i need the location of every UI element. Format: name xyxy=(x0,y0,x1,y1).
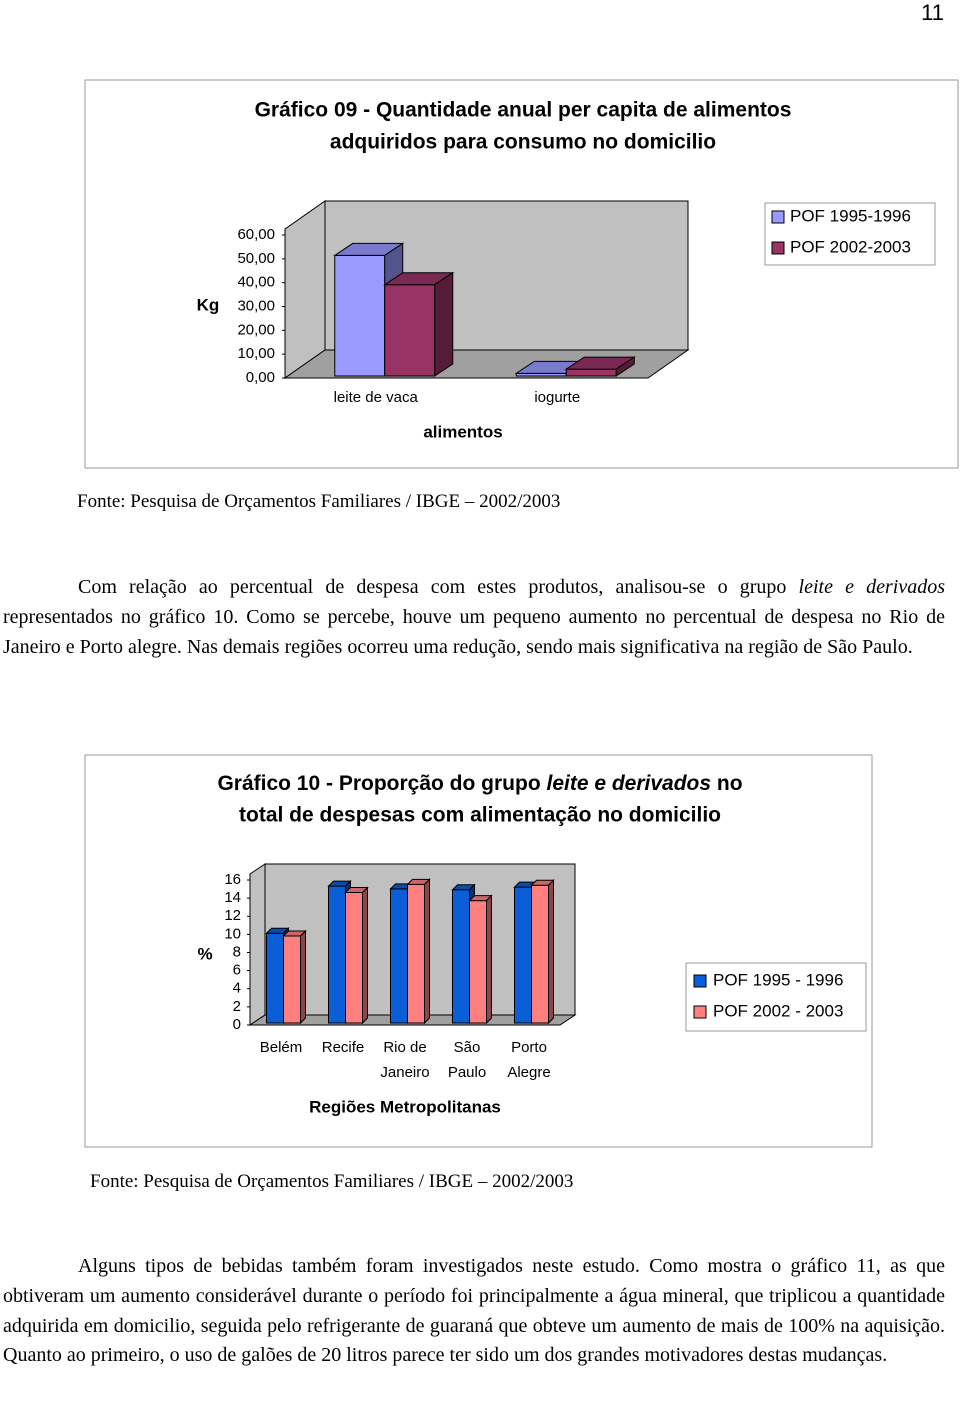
title-part: Gráfico 10 - Proporção do grupo xyxy=(217,772,546,795)
text: leite e derivados xyxy=(798,576,945,598)
chart-title: Gráfico 10 - Proporção do grupo leite e … xyxy=(217,772,742,795)
x-axis-label: alimentos xyxy=(423,422,502,441)
legend-swatch xyxy=(693,1005,707,1019)
bar xyxy=(468,894,493,1025)
y-tick-label: 0 xyxy=(233,1016,241,1033)
legend-swatch xyxy=(771,210,785,224)
chart-title: adquiridos para consumo no domicilio xyxy=(330,131,716,154)
bar-side xyxy=(434,271,454,377)
title-part: leite e derivados xyxy=(546,772,711,795)
y-tick-label: 30,00 xyxy=(237,297,275,314)
x-tick-label: Porto xyxy=(511,1039,547,1056)
y-tick-label: 2 xyxy=(233,998,241,1015)
y-tick-label: 10,00 xyxy=(237,345,275,362)
bar-side xyxy=(548,879,554,1025)
bar-front xyxy=(514,886,532,1024)
x-tick-label: Alegre xyxy=(507,1064,550,1081)
chart-title: Gráfico 09 - Quantidade anual per capita… xyxy=(255,99,792,122)
bar-front xyxy=(469,900,487,1024)
bar-front xyxy=(283,935,301,1024)
x-tick-label: Belém xyxy=(260,1039,303,1056)
legend-label: POF 2002 - 2003 xyxy=(713,1001,843,1020)
y-tick-label: 8 xyxy=(233,943,241,960)
bar-front xyxy=(328,885,346,1024)
legend-label: POF 2002-2003 xyxy=(790,237,911,256)
legend-swatch xyxy=(693,974,707,988)
bar-front xyxy=(266,932,284,1024)
y-tick-label: 60,00 xyxy=(237,226,275,243)
y-tick-label: 14 xyxy=(224,889,241,906)
y-axis-label: Kg xyxy=(197,295,220,314)
y-tick-label: 6 xyxy=(233,962,241,979)
side-wall xyxy=(249,863,266,1026)
bar-side xyxy=(300,929,306,1025)
text: Alguns tipos de bebidas também foram inv… xyxy=(3,1255,945,1367)
bar xyxy=(406,878,431,1025)
y-tick-label: 16 xyxy=(224,871,241,888)
legend-box xyxy=(764,202,936,266)
bar xyxy=(530,879,555,1025)
x-axis-label: Regiões Metropolitanas xyxy=(309,1097,501,1116)
text: Com relação ao percentual de despesa com… xyxy=(78,576,799,598)
bar-side xyxy=(486,894,492,1025)
y-tick-label: 0,00 xyxy=(246,369,275,386)
y-axis-label: % xyxy=(197,944,212,963)
legend-box xyxy=(685,962,867,1032)
bar-side xyxy=(424,878,430,1025)
y-tick-label: 50,00 xyxy=(237,250,275,267)
y-tick-label: 10 xyxy=(224,925,241,942)
legend-swatch xyxy=(771,241,785,255)
source: Fonte: Pesquisa de Orçamentos Familiares… xyxy=(90,1171,574,1192)
text: representados no gráfico 10. Como se per… xyxy=(3,605,945,658)
paragraph: Alguns tipos de bebidas também foram inv… xyxy=(3,1252,945,1371)
y-tick-label: 4 xyxy=(233,980,241,997)
bar-front xyxy=(390,888,408,1024)
legend-label: POF 1995-1996 xyxy=(790,206,911,225)
page-number: 11 xyxy=(921,0,944,25)
y-tick-label: 40,00 xyxy=(237,274,275,291)
bar-side xyxy=(362,886,368,1025)
bar-front xyxy=(407,883,425,1024)
bar xyxy=(282,929,307,1025)
x-tick-label: leite de vaca xyxy=(334,389,419,406)
side-wall xyxy=(284,200,326,379)
bar xyxy=(344,886,369,1025)
x-tick-label: Paulo xyxy=(448,1064,486,1081)
y-tick-label: 20,00 xyxy=(237,321,275,338)
bar-front xyxy=(345,892,363,1024)
bar-side xyxy=(615,356,635,377)
x-tick-label: iogurte xyxy=(534,389,580,406)
source: Fonte: Pesquisa de Orçamentos Familiares… xyxy=(77,491,561,512)
title-part: no xyxy=(711,772,743,795)
bar-front xyxy=(452,889,470,1024)
bar-front xyxy=(384,284,436,377)
bar xyxy=(383,271,455,377)
x-tick-label: São xyxy=(454,1039,481,1056)
x-tick-label: Janeiro xyxy=(380,1064,429,1081)
bar-front xyxy=(531,884,549,1024)
x-tick-label: Rio de xyxy=(383,1039,426,1056)
x-tick-label: Recife xyxy=(322,1039,365,1056)
y-tick-label: 12 xyxy=(224,907,241,924)
chart-title: total de despesas com alimentação no dom… xyxy=(239,804,721,827)
paragraph: Com relação ao percentual de despesa com… xyxy=(3,573,945,662)
bar-front xyxy=(565,368,617,377)
bar xyxy=(564,356,636,377)
bar-front xyxy=(334,254,386,377)
legend-label: POF 1995 - 1996 xyxy=(713,970,843,989)
